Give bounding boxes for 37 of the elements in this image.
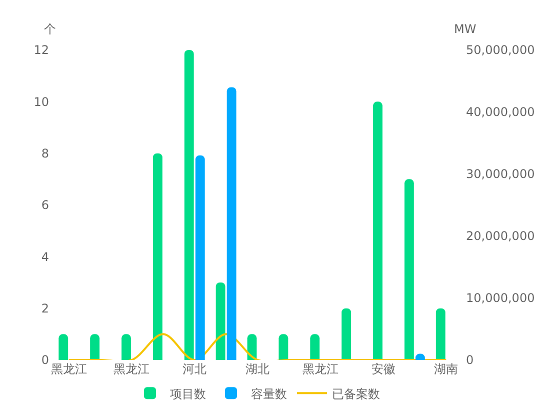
y2-tick-label: 40,000,000 [466,105,535,120]
y-tick-label: 12 [34,43,49,58]
legend-label: 容量数 [251,386,287,401]
y-axis-title: 个 [44,22,56,36]
bar [122,334,131,360]
y-tick-label: 10 [34,94,49,109]
bar [278,334,288,360]
bar [58,334,68,360]
y-tick-label: 4 [41,250,49,264]
x-tick-label: 黑龙江 [50,362,87,376]
bar [436,308,446,360]
bar [342,308,352,360]
y-tick-label: 6 [41,198,49,212]
bar [152,153,162,360]
bar [226,87,236,360]
legend-label: 项目数 [170,386,206,401]
bar [373,102,382,360]
legend-label: 已备案数 [332,386,380,401]
y2-tick-label: 20,000,000 [466,229,535,244]
x-tick-label: 湖北 [246,362,270,376]
y2-tick-label: 30,000,000 [466,167,535,182]
bar [90,334,100,360]
y2-tick-label: 10,000,000 [466,291,535,306]
y-tick-label: 8 [41,146,49,161]
x-tick-label: 湖南 [434,362,458,376]
x-tick-label: 河北 [182,362,207,376]
bar [404,179,414,360]
x-tick-label: 黑龙江 [302,362,338,376]
y2-tick-label: 50,000,000 [466,43,535,58]
y2-axis-title: MW [454,22,476,36]
y2-tick-label: 0 [466,353,474,368]
y-tick-label: 2 [41,302,49,316]
bar [310,334,320,360]
bar [216,282,226,360]
y-tick-label: 0 [41,353,49,368]
x-tick-label: 黑龙江 [114,362,150,376]
x-tick-label: 安徽 [371,362,396,376]
